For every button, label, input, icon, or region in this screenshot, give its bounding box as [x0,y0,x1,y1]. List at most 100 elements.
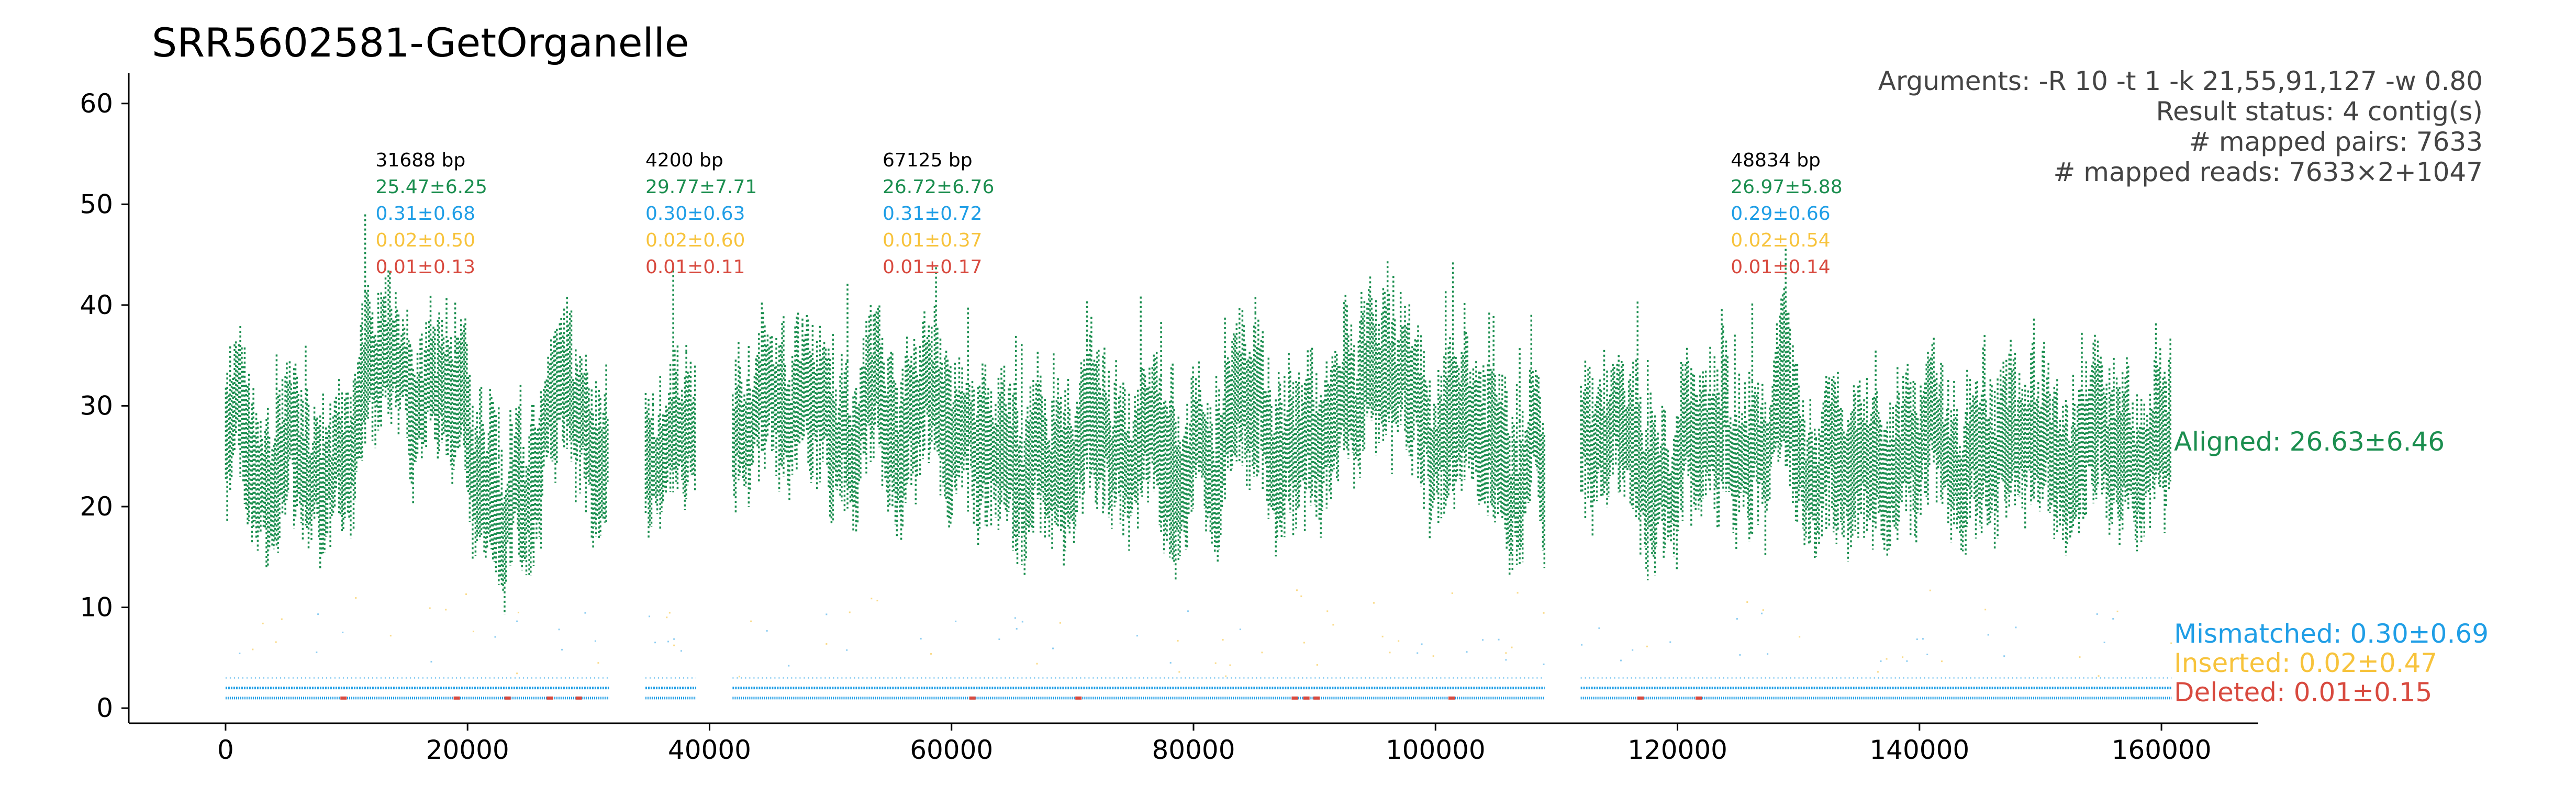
inserted-point [1929,589,1931,591]
inserted-point [1300,595,1302,597]
contig-mismatched: 0.31±0.72 [883,203,982,225]
inserted-point [1036,663,1038,665]
aligned-points [225,214,609,615]
series-label-mismatched: Mismatched: 0.30±0.69 [2174,619,2489,649]
contig-length-label: 4200 bp [645,150,723,171]
inserted-point [516,672,518,675]
inserted-point [262,622,264,624]
inserted-point [1214,662,1217,664]
inserted-point [1316,664,1318,666]
deleted-point [1291,696,1298,700]
mismatched-point [1761,612,1763,614]
mismatched-point [594,640,596,642]
mismatched-point [998,638,1000,641]
x-tick-label: 60000 [910,735,993,765]
contig-length-label: 67125 bp [883,150,973,171]
inserted-point [1505,652,1507,654]
inserted-point [1373,602,1375,604]
contig-inserted: 0.01±0.37 [883,230,982,251]
inserted-point [429,607,431,609]
inserted-point [1332,624,1334,626]
contig-mismatched: 0.31±0.68 [376,203,475,225]
mismatched-point [2103,642,2105,644]
contig-inserted: 0.02±0.60 [645,230,745,251]
axes: 0 10 20 30 40 50 60 0 20000 40000 60000 80000 100000… [80,73,2258,765]
mismatched-point [955,620,957,622]
inserted-point [1261,652,1263,654]
mismatched-point [654,642,656,644]
mismatched-point [317,613,319,615]
y-tick-label: 50 [80,189,113,219]
inserted-point [1984,609,1987,611]
mismatched-point [667,641,670,643]
inserted-point [1177,640,1179,642]
info-line-result-status: Result status: 4 contig(s) [2156,96,2483,127]
series-label-inserted: Inserted: 0.02±0.47 [2174,648,2437,678]
aligned-points [1580,249,2171,580]
inserted-point [2098,675,2100,677]
inserted-point [1511,646,1513,648]
mismatched-point [558,629,560,631]
deleted-point [575,696,582,700]
inserted-point [1886,658,1888,660]
mismatched-point [1926,653,1928,655]
deleted-point [1303,696,1310,700]
inserted-point [738,676,740,678]
mismatched-point [766,630,768,632]
contig-points [644,265,697,700]
mismatched-point [1880,660,1882,662]
x-tick-label: 100000 [1386,735,1486,765]
contig-inserted: 0.02±0.54 [1731,230,1830,251]
inserted-point [673,644,675,646]
inserted-point [1762,609,1764,611]
info-line-arguments: Arguments: -R 10 -t 1 -k 21,55,91,127 -w… [1878,66,2483,96]
contig-mismatched: 0.30±0.63 [645,203,745,225]
x-tick-label: 0 [217,735,234,765]
inserted-point [252,648,254,651]
mismatched-point [1239,629,1241,631]
inserted-point [930,653,932,655]
mismatched-point [648,615,650,618]
inserted-point [1746,601,1748,603]
series-label-deleted: Deleted: 0.01±0.15 [2174,677,2432,708]
inserted-point [1059,622,1061,624]
coverage-points [225,214,2172,700]
mismatched-point [1767,653,1769,655]
inserted-point [1902,656,1904,658]
x-tick-label: 120000 [1627,735,1727,765]
x-tick-label: 40000 [668,735,751,765]
mismatched-point [1187,610,1189,612]
inserted-point [472,631,474,633]
mismatched-point [1632,649,1634,651]
y-tick-label: 40 [80,290,113,320]
mismatched-point [1669,641,1671,643]
mismatched-point [1136,635,1138,637]
deleted-point [1313,696,1320,700]
mismatched-point [1906,660,1908,662]
contig-length-label: 48834 bp [1731,150,1821,171]
y-tick-label: 30 [80,390,113,421]
mismatched-point [1498,638,1500,641]
mismatched-point [788,665,790,667]
inserted-point [826,643,828,645]
mismatched-point [2096,613,2098,615]
inserted-point [1432,655,1434,657]
inserted-point [750,620,752,622]
contig-points [1580,249,2172,700]
inserted-point [389,635,392,637]
inserted-point [666,616,668,619]
inserted-point [1451,592,1453,595]
mismatched-point [826,613,828,615]
mismatched-point [430,660,432,663]
mismatched-point [680,650,682,652]
aligned-points [644,265,696,539]
mismatched-point [1736,618,1738,620]
y-tick-label: 60 [80,88,113,119]
contig-mismatched: 0.29±0.66 [1731,203,1830,225]
mismatched-point [1581,644,1583,646]
mismatched-point [1421,643,1423,645]
x-tick-label: 20000 [426,735,509,765]
inserted-point [876,600,878,602]
info-line-mapped-reads: # mapped reads: 7633×2+1047 [2054,157,2483,187]
inserted-point [2116,610,2118,612]
